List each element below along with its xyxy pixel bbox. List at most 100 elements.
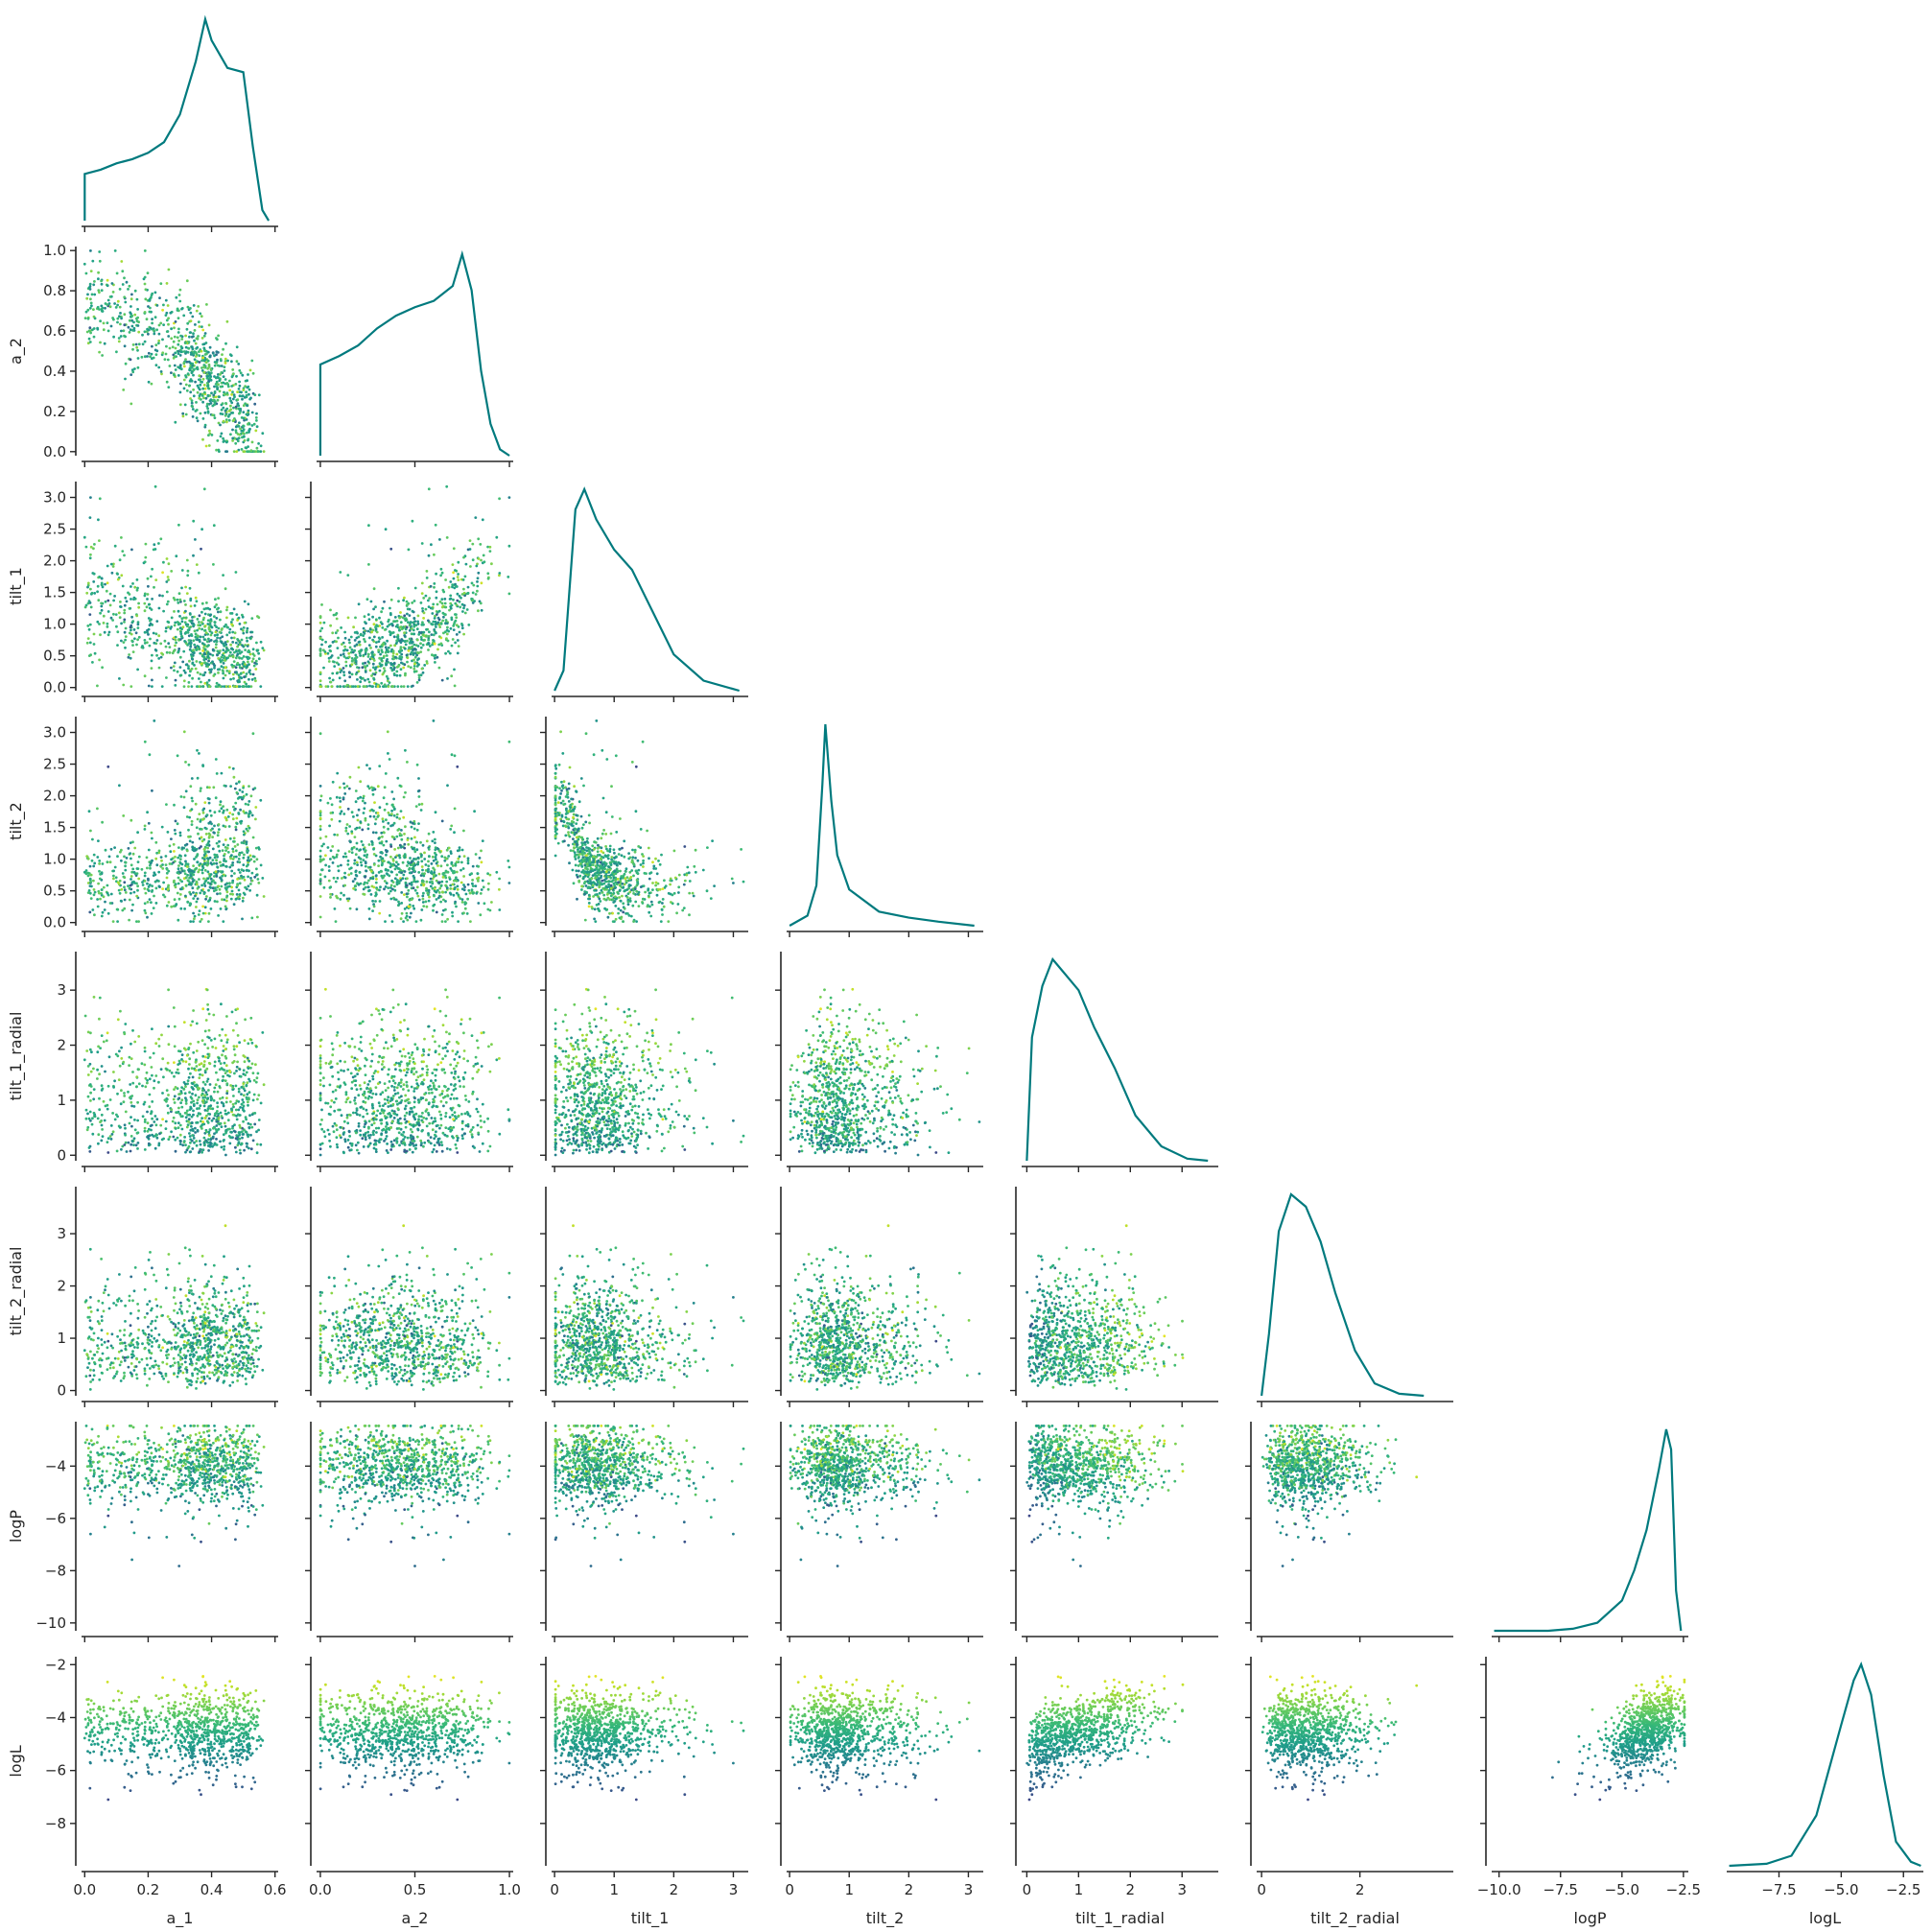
scatter-point <box>233 776 236 779</box>
scatter-point <box>198 354 200 357</box>
scatter-point <box>253 876 256 879</box>
scatter-point <box>113 846 116 849</box>
scatter-point <box>119 306 122 309</box>
scatter-point <box>358 641 361 644</box>
scatter-point <box>241 851 244 854</box>
scatter-point <box>213 375 216 378</box>
scatter-point <box>146 857 149 860</box>
scatter-point <box>204 332 207 335</box>
scatter-point <box>375 878 378 881</box>
scatter-point <box>197 639 200 642</box>
scatter-point <box>663 879 666 882</box>
scatter-point <box>458 645 460 648</box>
scatter-point <box>180 338 183 341</box>
scatter-point <box>414 587 417 590</box>
scatter-point <box>428 855 431 858</box>
scatter-point <box>179 364 182 366</box>
scatter-point <box>181 621 184 624</box>
scatter-point <box>145 288 148 291</box>
scatter-point <box>357 819 360 822</box>
scatter-point <box>249 631 252 634</box>
scatter-point <box>148 617 151 620</box>
scatter-point <box>436 648 439 651</box>
scatter-point <box>216 338 219 341</box>
scatter-point <box>120 623 123 625</box>
scatter-point <box>359 676 362 679</box>
scatter-point <box>640 863 643 866</box>
scatter-point <box>204 898 207 901</box>
scatter-point <box>412 858 415 860</box>
scatter-point <box>92 880 95 883</box>
scatter-point <box>404 618 407 621</box>
scatter-point <box>359 871 362 874</box>
scatter-point <box>243 892 246 895</box>
scatter-point <box>130 549 133 552</box>
scatter-point <box>187 685 190 688</box>
scatter-point <box>459 856 461 859</box>
scatter-point <box>477 572 480 575</box>
scatter-point <box>157 366 160 369</box>
scatter-point <box>194 604 197 607</box>
scatter-point <box>359 796 362 799</box>
scatter-point <box>412 880 415 883</box>
scatter-point <box>412 867 414 870</box>
scatter-point <box>372 666 375 669</box>
scatter-point <box>89 283 92 286</box>
scatter-point <box>368 618 371 621</box>
scatter-point <box>155 863 158 866</box>
scatter-point <box>232 806 235 809</box>
scatter-point <box>351 673 354 676</box>
scatter-point <box>428 630 431 633</box>
scatter-point <box>402 599 405 601</box>
scatter-point <box>427 864 430 867</box>
scatter-point <box>151 654 153 657</box>
scatter-point <box>351 663 354 666</box>
scatter-point <box>93 913 96 916</box>
scatter-point <box>391 836 394 838</box>
scatter-point <box>225 617 228 620</box>
scatter-point <box>207 660 210 663</box>
scatter-point <box>412 625 415 628</box>
scatter-point <box>161 309 164 312</box>
scatter-point <box>218 828 221 831</box>
scatter-point <box>346 684 349 687</box>
scatter-point <box>354 645 357 648</box>
scatter-point <box>202 347 205 350</box>
scatter-point <box>457 578 459 581</box>
scatter-point <box>411 898 413 901</box>
scatter-point <box>169 844 172 847</box>
scatter-point <box>457 849 459 852</box>
scatter-point <box>375 893 378 896</box>
scatter-point <box>235 642 238 645</box>
scatter-point <box>167 601 170 603</box>
scatter-point <box>143 887 146 890</box>
scatter-point <box>260 641 263 644</box>
scatter-point <box>456 860 459 863</box>
scatter-point <box>490 901 493 904</box>
scatter-point <box>459 869 462 872</box>
scatter-point <box>380 832 383 835</box>
scatter-point <box>198 685 200 688</box>
scatter-point <box>335 640 338 643</box>
scatter-point <box>112 920 115 923</box>
scatter-point <box>447 640 450 643</box>
scatter-point <box>224 358 227 361</box>
scatter-point <box>483 885 485 888</box>
scatter-point <box>337 637 340 640</box>
scatter-point <box>181 846 184 849</box>
scatter-point <box>409 638 412 641</box>
scatter-point <box>210 391 213 394</box>
scatter-point <box>406 912 409 915</box>
scatter-point <box>87 858 90 860</box>
scatter-point <box>167 870 170 873</box>
scatter-point <box>246 869 248 872</box>
scatter-point <box>123 554 126 557</box>
scatter-point <box>119 558 122 561</box>
scatter-point <box>230 360 233 363</box>
scatter-point <box>206 870 209 873</box>
scatter-point <box>170 837 173 840</box>
scatter-point <box>169 850 172 853</box>
scatter-point <box>498 497 501 500</box>
scatter-point <box>461 849 464 852</box>
scatter-point <box>354 685 357 688</box>
